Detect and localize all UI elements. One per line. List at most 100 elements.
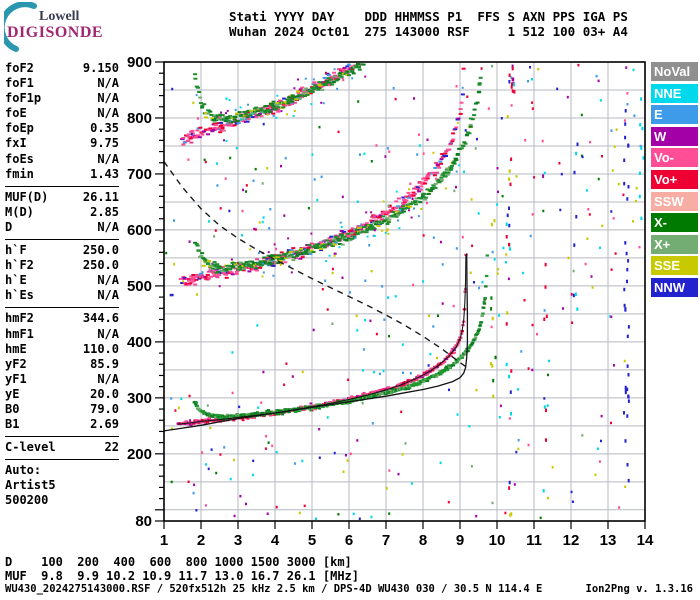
x-axis-label: 10 (489, 532, 506, 549)
x-axis-label: 7 (382, 532, 390, 549)
x-axis-label: 5 (308, 532, 316, 549)
param-divider (5, 307, 119, 309)
param-value: 2.69 (90, 417, 119, 432)
param-label: fmin (5, 166, 34, 181)
param-row: foE N/A (5, 106, 119, 121)
param-label: yE (5, 386, 20, 401)
analysis-curves (163, 161, 469, 432)
x-axis-label: 2 (197, 532, 205, 549)
sparse-noise-dots (165, 63, 642, 521)
legend-item-vo: Vo+ (651, 169, 698, 189)
param-value: 9.150 (82, 61, 119, 75)
param-value: N/A (97, 219, 119, 234)
param-label: hmE (5, 341, 27, 356)
param-label: hmF1 (5, 326, 34, 341)
param-row: h`Es N/A (5, 288, 119, 303)
y-axis-label: 800 (127, 110, 152, 127)
legend-item-e: E (651, 105, 698, 125)
y-axis-label: 600 (127, 222, 152, 239)
grid-lines (164, 62, 645, 521)
param-divider (5, 185, 119, 187)
param-value: N/A (97, 106, 119, 121)
param-label: h`Es (5, 288, 34, 303)
d-muf-table: D 100 200 400 600 800 1000 1500 3000 [km… (5, 555, 360, 583)
param-value: 22 (104, 440, 119, 455)
o-mode-trace-points (176, 253, 468, 426)
param-label: foF1p (5, 91, 42, 106)
param-label: foF2 (5, 61, 34, 75)
param-value: 110.0 (82, 341, 119, 356)
param-row: foF1 N/A (5, 76, 119, 91)
x-axis-label: 9 (456, 532, 464, 549)
param-row: foEp 0.35 (5, 121, 119, 136)
param-label: foE (5, 106, 27, 121)
param-label: h`E (5, 273, 27, 288)
param-value: N/A (97, 288, 119, 303)
y-axis-label: 700 (127, 166, 152, 183)
rfi-columns (489, 64, 645, 517)
param-row: yE 20.0 (5, 387, 119, 402)
param-label: hmF2 (5, 311, 34, 326)
param-value: 2.85 (90, 204, 119, 219)
legend-item-x: X+ (651, 234, 698, 254)
x-mode-trace-points (192, 254, 490, 421)
param-value: N/A (97, 76, 119, 91)
y-axis-label: 300 (127, 390, 152, 407)
param-row: fmin 1.43 (5, 167, 119, 182)
param-row: hmF2 344.6 (5, 311, 119, 326)
param-row: yF1 N/A (5, 372, 119, 387)
param-row: h`E N/A (5, 273, 119, 288)
param-label: 500200 (5, 493, 49, 508)
x-axis-label: 13 (600, 532, 617, 549)
scaled-o-trace-line (178, 254, 467, 425)
param-row: B1 2.69 (5, 417, 119, 432)
param-label: foEp (5, 121, 34, 136)
param-row: h`F2 250.0 (5, 258, 119, 273)
param-value: N/A (97, 326, 119, 341)
param-row: Auto: (5, 463, 119, 478)
param-divider (5, 436, 119, 438)
param-label: D (5, 219, 13, 234)
param-label: M(D) (5, 204, 34, 219)
param-value: N/A (97, 273, 119, 288)
param-label: foF1 (5, 76, 34, 91)
d-distance-row: D 100 200 400 600 800 1000 1500 3000 [km… (5, 555, 352, 569)
status-file-info: WU430_2024275143000.RSF / 520fx512h 25 k… (5, 583, 543, 595)
legend-item-nne: NNE (651, 83, 698, 103)
logo-arc-icon (4, 2, 37, 52)
true-height-profile-line (163, 253, 469, 432)
param-label: yF2 (5, 356, 27, 371)
param-row: yF2 85.9 (5, 357, 119, 372)
lowell-digisonde-logo: Lowell DIGISONDE (0, 0, 120, 55)
muf-transmission-curve (163, 161, 467, 368)
param-label: fxI (5, 136, 27, 151)
status-bar: WU430_2024275143000.RSF / 520fx512h 25 k… (0, 583, 700, 599)
legend-item-vo: Vo- (651, 148, 698, 168)
param-value: 250.0 (82, 243, 119, 258)
doppler-direction-legend: NoVal NNE E W Vo- Vo+ SSW X- X+ SSE NNW (651, 62, 698, 300)
param-label: foEs (5, 151, 34, 166)
param-value: N/A (97, 91, 119, 106)
legend-item-ssw: SSW (651, 191, 698, 211)
param-row: D N/A (5, 220, 119, 235)
param-label: B0 (5, 401, 20, 416)
param-value: 0.35 (90, 121, 119, 136)
param-label: MUF(D) (5, 189, 49, 204)
x-axis-label: 3 (234, 532, 242, 549)
param-label: yF1 (5, 371, 27, 386)
header-line-1: Stati YYYY DAY DDD HHMMSS P1 FFS S AXN P… (229, 9, 628, 24)
param-value: 85.9 (90, 356, 119, 371)
y-axis-label: 200 (127, 446, 152, 463)
x-axis-label: 8 (419, 532, 427, 549)
y-axis-label: 400 (127, 334, 152, 351)
param-value: 20.0 (90, 386, 119, 401)
muf-row: MUF 9.8 9.9 10.2 10.9 11.7 13.0 16.7 26.… (5, 568, 360, 583)
param-label: h`F (5, 243, 27, 258)
legend-item-nnw: NNW (651, 277, 698, 297)
x-axis-label: 1 (160, 532, 168, 549)
multiple-echo-bands (178, 63, 483, 288)
param-row: foF1p N/A (5, 91, 119, 106)
